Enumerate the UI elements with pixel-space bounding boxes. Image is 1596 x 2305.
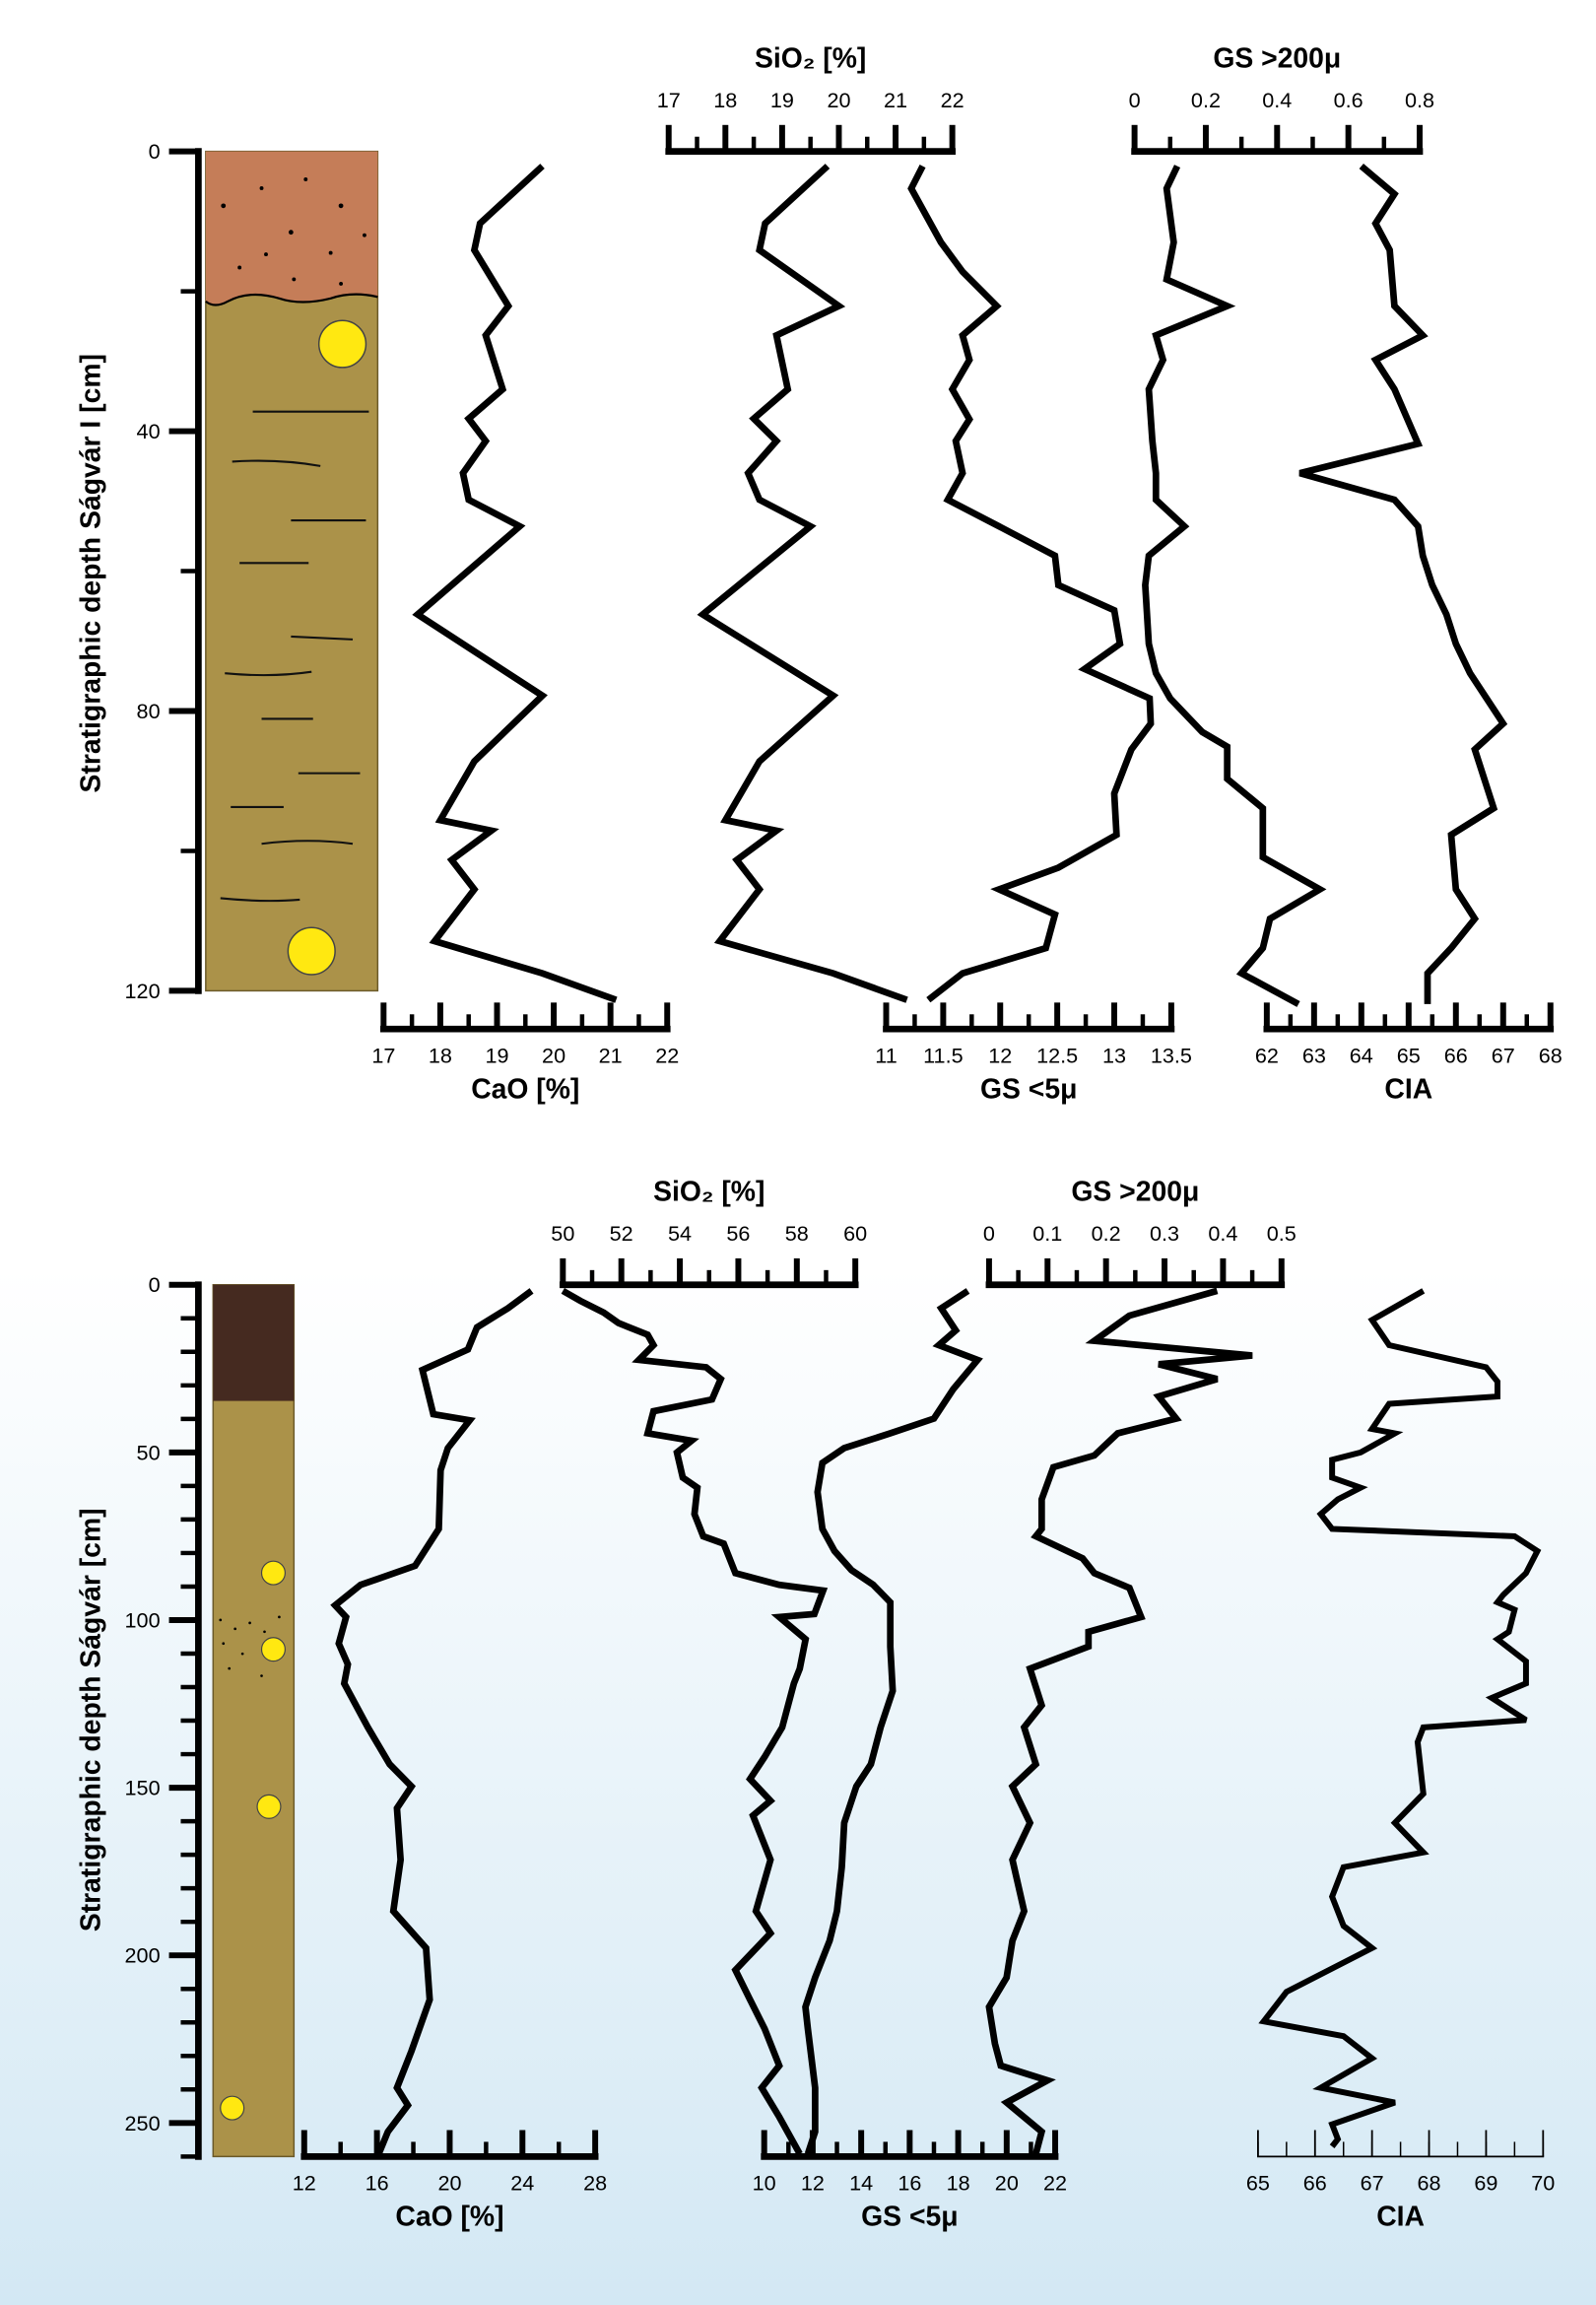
x-tick-label: 12.5: [1036, 1044, 1078, 1068]
y-tick-label: 250: [125, 2111, 161, 2136]
x-tick-label: 11: [875, 1044, 897, 1068]
x-tick-label: 66: [1444, 1044, 1468, 1068]
x-axis-title: GS <5μ: [980, 1073, 1077, 1105]
x-tick-label: 60: [843, 1221, 867, 1246]
x-tick-label: 19: [485, 1044, 508, 1068]
y-tick-label: 0: [149, 1272, 161, 1297]
x-axis-title: GS >200μ: [1071, 1177, 1199, 1208]
x-tick-label: 10: [753, 2171, 776, 2196]
y-axis-title: Stratigraphic depth Ságvár [cm]: [75, 1508, 106, 1932]
x-tick-label: 12: [801, 2171, 825, 2196]
x-tick-label: 11.5: [923, 1044, 963, 1068]
x-tick-label: 0.6: [1334, 88, 1363, 112]
x-tick-label: 0.4: [1262, 88, 1292, 112]
y-tick-label: 40: [137, 419, 161, 443]
x-tick-label: 22: [1043, 2171, 1067, 2196]
x-axis-title: GS <5μ: [861, 2201, 958, 2232]
x-tick-label: 16: [898, 2171, 921, 2196]
x-tick-label: 13.5: [1151, 1044, 1192, 1068]
x-axis-title: SiO₂ [%]: [755, 43, 866, 75]
x-axis-title: GS >200μ: [1213, 43, 1341, 75]
x-axis-title: CaO [%]: [471, 1073, 579, 1105]
y-tick-label: 50: [137, 1440, 161, 1464]
x-tick-label: 62: [1255, 1044, 1279, 1068]
x-tick-label: 12: [988, 1044, 1012, 1068]
x-tick-label: 68: [1418, 2171, 1441, 2196]
y-tick-label: 100: [125, 1607, 161, 1632]
x-tick-label: 18: [713, 88, 737, 112]
x-tick-label: 18: [429, 1044, 452, 1068]
page: {"chart_data": [ {"type": "profile", "yl…: [0, 0, 1596, 2305]
x-tick-label: 66: [1303, 2171, 1327, 2196]
x-tick-label: 12: [293, 2171, 316, 2196]
x-tick-label: 0: [1129, 88, 1141, 112]
x-tick-label: 0.2: [1191, 88, 1221, 112]
x-tick-label: 54: [668, 1221, 692, 1246]
x-tick-label: 13: [1102, 1044, 1126, 1068]
y-tick-label: 0: [149, 139, 161, 164]
x-tick-label: 24: [510, 2171, 534, 2196]
x-tick-label: 0.4: [1208, 1221, 1237, 1246]
x-tick-label: 0.3: [1150, 1221, 1179, 1246]
y-tick-label: 200: [125, 1943, 161, 1968]
y-tick-label: 80: [137, 699, 161, 723]
x-tick-label: 14: [849, 2171, 873, 2196]
x-axis-title: CIA: [1376, 2201, 1425, 2232]
x-axis-title: CIA: [1384, 1073, 1432, 1105]
x-tick-label: 69: [1474, 2171, 1497, 2196]
x-tick-label: 67: [1361, 2171, 1384, 2196]
x-tick-label: 63: [1302, 1044, 1326, 1068]
x-tick-label: 68: [1539, 1044, 1563, 1068]
lithology-column: [206, 152, 378, 991]
x-tick-label: 52: [610, 1221, 633, 1246]
x-tick-label: 0.5: [1267, 1221, 1297, 1246]
x-tick-label: 21: [599, 1044, 623, 1068]
lithology-column: [213, 1285, 294, 2157]
x-tick-label: 64: [1350, 1044, 1373, 1068]
x-tick-label: 56: [726, 1221, 750, 1246]
x-tick-label: 0.2: [1092, 1221, 1121, 1246]
x-tick-label: 65: [1397, 1044, 1421, 1068]
x-tick-label: 0.1: [1032, 1221, 1062, 1246]
x-tick-label: 0: [983, 1221, 995, 1246]
x-tick-label: 20: [437, 2171, 461, 2196]
x-tick-label: 20: [995, 2171, 1019, 2196]
x-tick-label: 17: [371, 1044, 395, 1068]
x-tick-label: 18: [947, 2171, 970, 2196]
x-tick-label: 21: [884, 88, 907, 112]
y-tick-label: 150: [125, 1776, 161, 1800]
x-tick-label: 67: [1492, 1044, 1515, 1068]
y-axis-title: Stratigraphic depth Ságvár I [cm]: [75, 354, 106, 792]
figure: 04080120Stratigraphic depth Ságvár I [cm…: [0, 0, 1596, 2305]
x-tick-label: 22: [941, 88, 964, 112]
x-tick-label: 20: [827, 88, 850, 112]
x-tick-label: 58: [785, 1221, 809, 1246]
x-tick-label: 19: [770, 88, 794, 112]
x-tick-label: 0.8: [1405, 88, 1434, 112]
x-tick-label: 50: [551, 1221, 574, 1246]
x-tick-label: 65: [1246, 2171, 1270, 2196]
x-tick-label: 16: [366, 2171, 389, 2196]
x-axis-title: CaO [%]: [395, 2201, 503, 2232]
y-tick-label: 120: [125, 979, 161, 1003]
x-tick-label: 28: [583, 2171, 607, 2196]
x-tick-label: 70: [1531, 2171, 1555, 2196]
x-tick-label: 17: [657, 88, 681, 112]
x-tick-label: 20: [542, 1044, 565, 1068]
x-tick-label: 22: [655, 1044, 679, 1068]
x-axis-title: SiO₂ [%]: [653, 1177, 765, 1208]
